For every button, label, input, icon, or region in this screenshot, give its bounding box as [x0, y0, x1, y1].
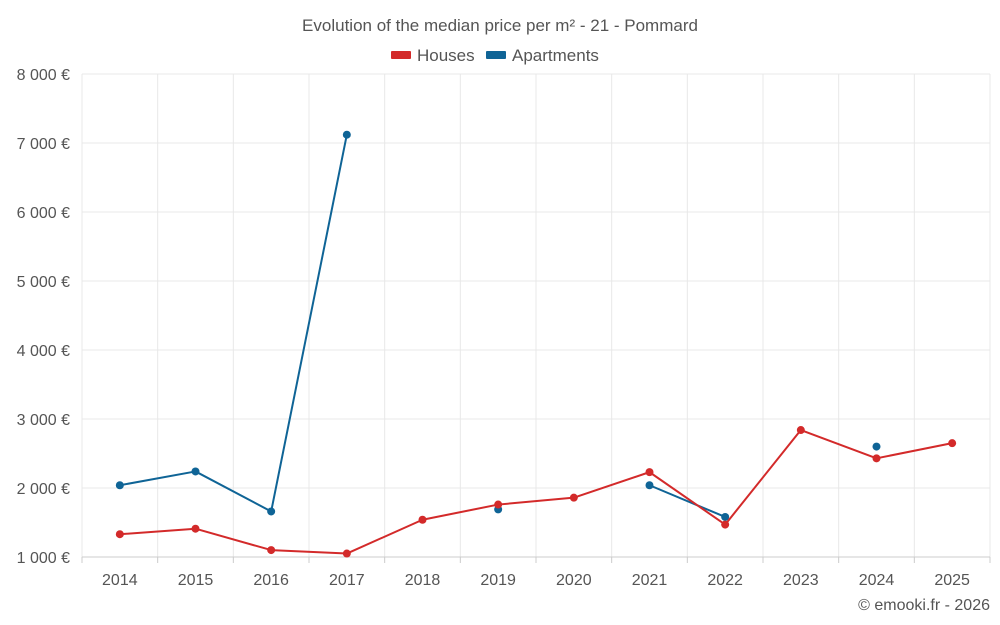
- data-point-houses-2020[interactable]: [569, 493, 578, 502]
- data-point-apartments-2016[interactable]: [267, 507, 276, 516]
- x-tick-label: 2022: [707, 572, 743, 589]
- y-tick-label: 8 000 €: [17, 67, 70, 84]
- data-point-apartments-2014[interactable]: [115, 481, 124, 490]
- data-point-houses-2019[interactable]: [494, 500, 503, 509]
- y-tick-label: 7 000 €: [17, 136, 70, 153]
- legend-item-houses[interactable]: Houses: [391, 46, 475, 65]
- data-point-houses-2016[interactable]: [267, 546, 276, 555]
- x-tick-label: 2016: [253, 572, 289, 589]
- data-point-apartments-2022[interactable]: [721, 512, 730, 521]
- series-apartments: [115, 130, 881, 521]
- data-point-houses-2023[interactable]: [796, 426, 805, 435]
- series-line-apartments: [119, 134, 348, 513]
- data-point-houses-2025[interactable]: [948, 439, 957, 448]
- legend-label-houses: Houses: [417, 46, 475, 65]
- y-tick-label: 1 000 €: [17, 550, 70, 567]
- series-line-apartments: [649, 484, 726, 518]
- data-point-houses-2022[interactable]: [721, 520, 730, 529]
- y-tick-label: 6 000 €: [17, 205, 70, 222]
- x-tick-label: 2024: [859, 572, 895, 589]
- data-point-apartments-2024[interactable]: [872, 442, 881, 451]
- x-tick-label: 2023: [783, 572, 819, 589]
- data-point-apartments-2015[interactable]: [191, 467, 200, 476]
- data-point-houses-2017[interactable]: [342, 549, 351, 558]
- axes: 1 000 € 2 000 € 3 000 € 4 000 € 5 000 € 6 000…: [17, 67, 991, 589]
- data-point-apartments-2017[interactable]: [342, 130, 351, 139]
- y-tick-label: 2 000 €: [17, 481, 70, 498]
- x-tick-label: 2020: [556, 572, 592, 589]
- legend-swatch-apartments: [486, 51, 506, 59]
- chart-title: Evolution of the median price per m² - 2…: [302, 16, 698, 35]
- data-point-houses-2015[interactable]: [191, 524, 200, 533]
- grid: [81, 73, 991, 557]
- y-tick-label: 4 000 €: [17, 343, 70, 360]
- data-point-houses-2021[interactable]: [645, 468, 654, 477]
- legend-swatch-houses: [391, 51, 411, 59]
- data-point-apartments-2021[interactable]: [645, 481, 654, 490]
- x-tick-label: 2015: [178, 572, 214, 589]
- data-point-houses-2024[interactable]: [872, 454, 881, 463]
- x-tick-label: 2018: [405, 572, 441, 589]
- x-tick-label: 2021: [632, 572, 668, 589]
- x-tick-label: 2019: [480, 572, 516, 589]
- y-tick-label: 5 000 €: [17, 274, 70, 291]
- series-line-houses: [119, 429, 953, 555]
- legend-item-apartments[interactable]: Apartments: [486, 46, 599, 65]
- y-tick-label: 3 000 €: [17, 412, 70, 429]
- data-point-houses-2018[interactable]: [418, 515, 427, 524]
- data-point-houses-2014[interactable]: [115, 530, 124, 539]
- x-tick-label: 2014: [102, 572, 138, 589]
- legend-label-apartments: Apartments: [512, 46, 599, 65]
- x-tick-label: 2025: [934, 572, 970, 589]
- series: [115, 130, 957, 558]
- credit-text: © emooki.fr - 2026: [858, 597, 990, 614]
- legend: Houses Apartments: [391, 46, 599, 65]
- series-houses: [115, 426, 957, 558]
- x-tick-label: 2017: [329, 572, 365, 589]
